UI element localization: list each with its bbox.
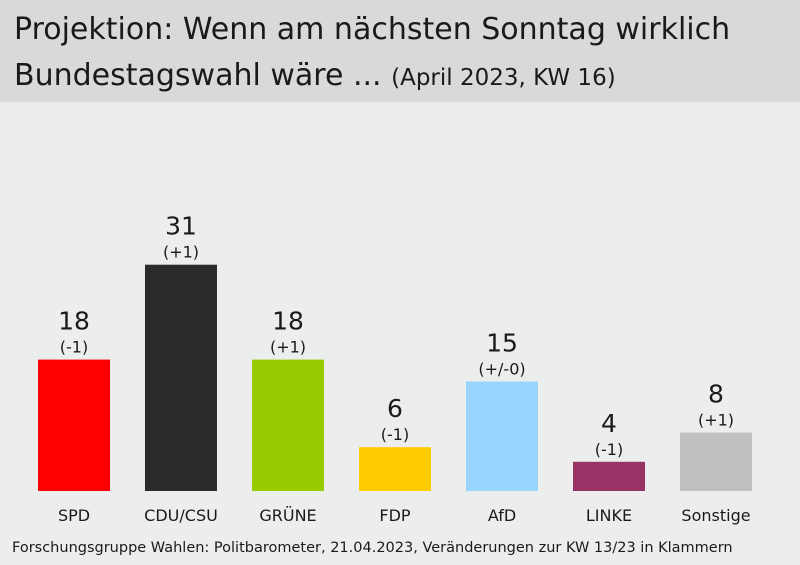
bar-sonstige [680,432,752,491]
bar-spd [38,359,110,491]
bar-afd [466,381,538,491]
change-label-cdu-csu: (+1) [163,243,199,262]
source-footer: Forschungsgruppe Wahlen: Politbarometer,… [12,540,733,556]
value-label-gr-ne: 18 [272,307,304,336]
change-label-spd: (-1) [60,338,88,357]
value-label-linke: 4 [601,409,617,438]
bar-gr-ne [252,359,324,491]
bar-fdp [359,447,431,491]
bar-chart: 18 (-1) SPD 31 (+1) CDU/CSU 18 (+1) GRÜNE 6 (-1) FD… [38,212,752,525]
category-label-sonstige: Sonstige [681,506,750,525]
value-label-cdu-csu: 31 [165,212,197,241]
value-label-sonstige: 8 [708,380,724,409]
change-label-linke: (-1) [595,440,623,459]
bar-linke [573,461,645,491]
category-label-gr-ne: GRÜNE [259,506,316,525]
category-label-fdp: FDP [379,506,411,525]
chart-title-line-1: Projektion: Wenn am nächsten Sonntag wir… [14,12,731,47]
value-label-spd: 18 [58,307,90,336]
category-label-spd: SPD [58,506,90,525]
value-label-afd: 15 [486,329,518,358]
chart-header: Projektion: Wenn am nächsten Sonntag wir… [0,0,800,102]
change-label-fdp: (-1) [381,425,409,444]
change-label-afd: (+/-0) [478,360,525,379]
chart-subtitle: (April 2023, KW 16) [391,65,616,91]
bar-cdu-csu [145,264,217,491]
change-label-sonstige: (+1) [698,411,734,430]
change-label-gr-ne: (+1) [270,338,306,357]
chart-title-line-2-text: Bundestagswahl wäre ... [14,58,382,93]
chart-title-line-2: Bundestagswahl wäre ... (April 2023, KW … [14,58,616,93]
category-label-cdu-csu: CDU/CSU [144,506,218,525]
category-label-afd: AfD [488,506,516,525]
category-label-linke: LINKE [586,506,632,525]
value-label-fdp: 6 [387,394,403,423]
